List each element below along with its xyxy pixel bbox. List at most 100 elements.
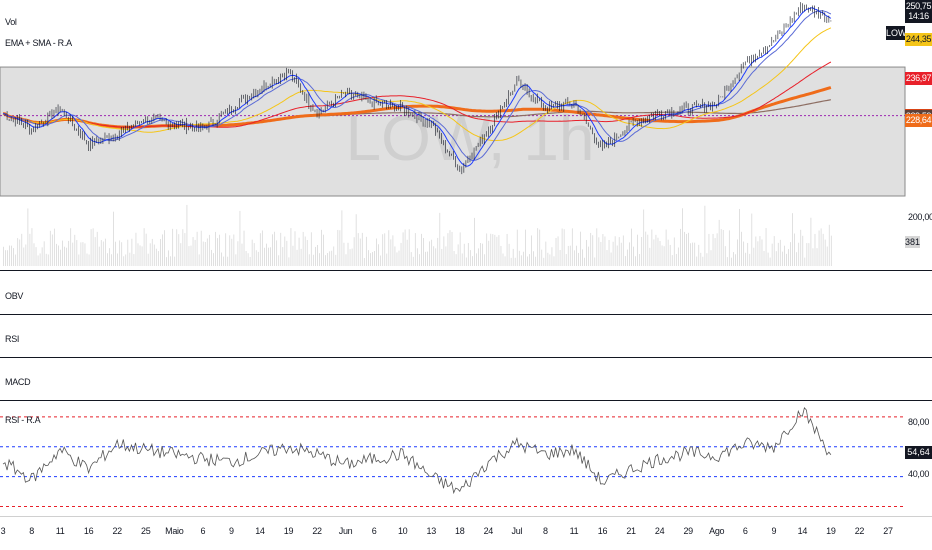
volume-bar (5, 250, 6, 266)
volume-bar (765, 228, 767, 266)
volume-bar (406, 239, 408, 266)
volume-bar (796, 252, 798, 266)
volume-bar (70, 228, 72, 266)
volume-bar (737, 239, 738, 266)
volume-bar (588, 246, 590, 266)
volume-bar (64, 246, 65, 266)
volume-bar (547, 252, 549, 266)
volume-bar (502, 253, 504, 266)
volume-bar (237, 241, 239, 266)
volume-bar (718, 219, 720, 266)
volume-bar (312, 254, 314, 266)
volume-bar (382, 234, 384, 266)
volume-bar (798, 242, 800, 266)
volume-bar (784, 245, 785, 266)
date-tick-label: 25 (141, 526, 151, 536)
panel-divider[interactable] (0, 314, 932, 315)
volume-bar (669, 244, 671, 266)
volume-bar (308, 254, 310, 266)
volume-bar (206, 238, 208, 266)
volume-bar (257, 251, 259, 266)
volume-bar (506, 233, 508, 266)
volume-bar (508, 243, 510, 266)
ticker-badge: LOW (886, 26, 907, 40)
range-box (0, 66, 906, 197)
volume-bar (425, 251, 426, 266)
volume-bar (730, 257, 732, 266)
panel-divider (0, 516, 932, 517)
ema-slow-line (2, 27, 832, 142)
volume-bar (659, 241, 661, 266)
volume-bar (215, 231, 216, 266)
volume-bar (188, 246, 190, 266)
volume-bar (153, 244, 155, 266)
volume-bar (396, 252, 398, 266)
volume-bar (484, 254, 486, 266)
volume-bar (500, 245, 502, 266)
volume-bar (608, 239, 610, 266)
volume-bar (563, 229, 565, 266)
volume-bar (129, 252, 131, 266)
rsi-current-badge: 54,64 (905, 446, 932, 459)
panel-divider[interactable] (0, 270, 932, 271)
volume-bar (404, 229, 406, 266)
volume-bar (80, 242, 82, 266)
volume-bar (408, 229, 410, 266)
volume-bar (266, 243, 267, 266)
volume-bar (339, 230, 341, 266)
volume-bar (400, 242, 402, 266)
volume-bar (23, 247, 25, 266)
volume-bar (759, 236, 761, 266)
volume-bar (25, 244, 27, 266)
volume-bar (276, 240, 278, 266)
volume-bar (264, 247, 265, 266)
volume-bar (82, 242, 84, 266)
volume-bar (192, 237, 194, 266)
volume-bar (370, 253, 371, 266)
volume-bar (647, 234, 649, 266)
date-tick-label: Jun (338, 526, 353, 536)
volume-bar (272, 234, 273, 266)
volume-bar (739, 208, 740, 266)
volume-bar (363, 257, 365, 266)
volume-bar (786, 253, 787, 266)
volume-bar (113, 211, 114, 266)
volume-bar (716, 233, 718, 266)
volume-bar (221, 252, 222, 266)
volume-bar (684, 231, 685, 266)
volume-bar (231, 238, 233, 266)
volume-bar (323, 234, 324, 266)
panel-divider[interactable] (0, 400, 932, 401)
volume-bar (610, 252, 612, 266)
volume-bar (741, 231, 742, 266)
volume-bar (429, 241, 430, 266)
volume-bar (586, 239, 588, 266)
volume-bar (745, 252, 747, 266)
volume-bar (698, 244, 700, 266)
volume-bar (253, 243, 255, 266)
panel-divider[interactable] (0, 357, 932, 358)
date-tick-label: 19 (283, 526, 294, 536)
volume-bar (372, 252, 373, 266)
volume-bar (649, 247, 651, 266)
volume-bar (728, 230, 730, 266)
volume-bar (622, 235, 624, 266)
volume-bar (62, 240, 63, 266)
volume-bar (53, 228, 55, 266)
volume-bar (174, 256, 176, 266)
price-tag: 236,97 (905, 72, 932, 85)
volume-bar (94, 237, 96, 266)
volume-bar (512, 248, 514, 266)
volume-bar (733, 252, 734, 266)
volume-bar (620, 242, 622, 266)
volume-bar (816, 248, 818, 266)
volume-bar (814, 233, 816, 266)
date-tick-label: Ago (709, 526, 725, 536)
volume-bar (259, 233, 261, 266)
volume-bar (278, 255, 280, 266)
volume-bar (514, 257, 516, 266)
volume-bar (474, 217, 475, 266)
volume-bar (104, 238, 106, 266)
volume-bar (102, 241, 104, 266)
